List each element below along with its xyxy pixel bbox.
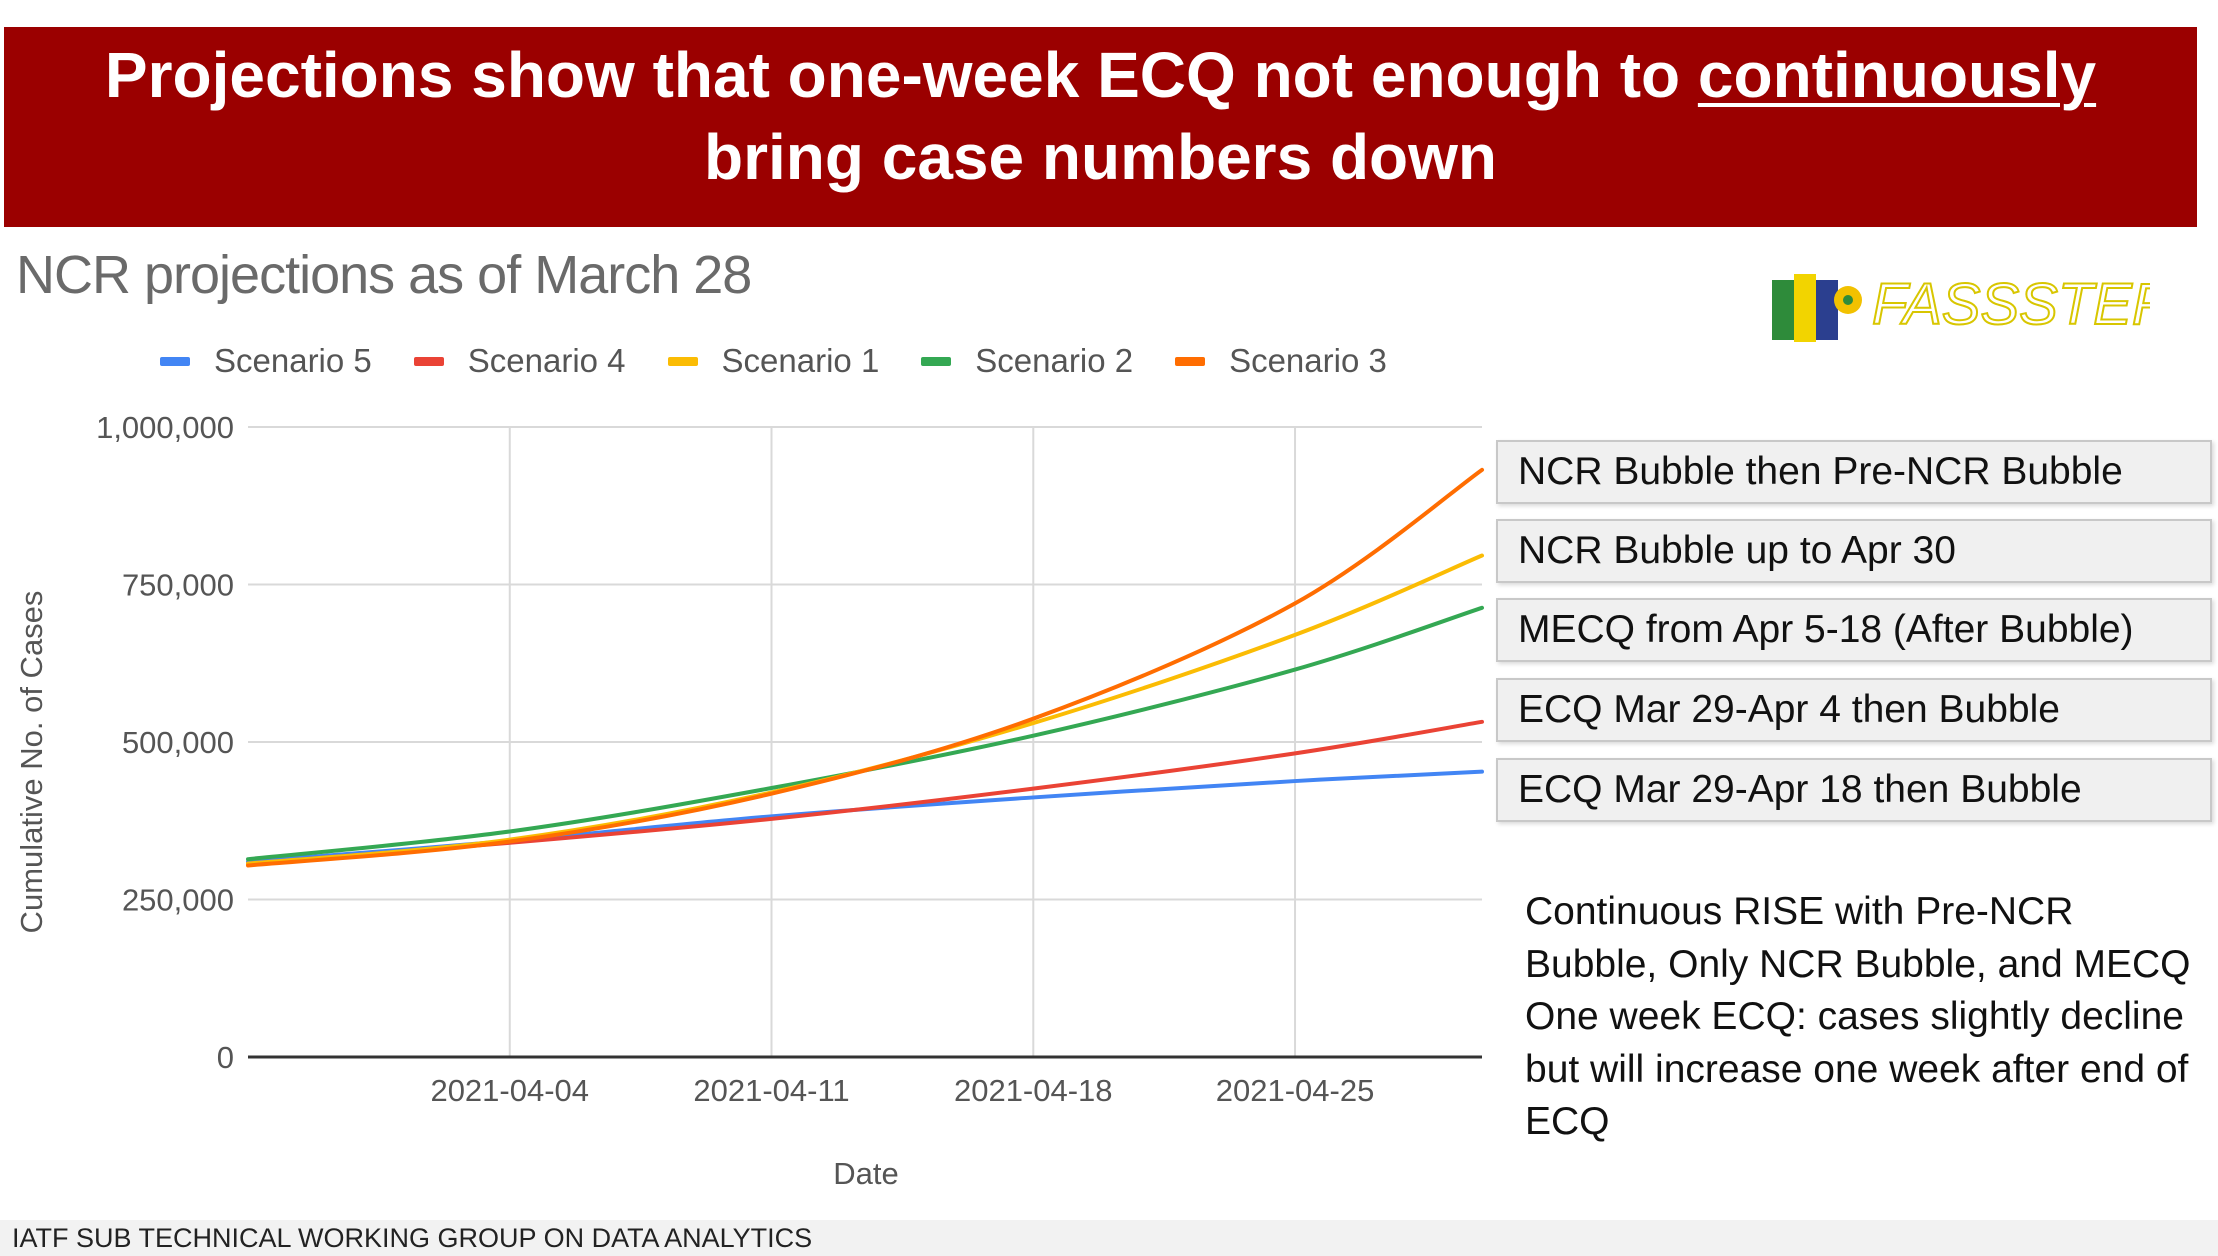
- logo-stripe-yellow: [1794, 274, 1816, 342]
- legend-label: Scenario 4: [467, 342, 626, 379]
- banner-line-1: Projections show that one-week ECQ not e…: [4, 34, 2197, 116]
- legend-label: Scenario 5: [214, 342, 372, 379]
- y-tick-label: 250,000: [122, 883, 234, 918]
- legend-label: Scenario 1: [721, 342, 880, 379]
- chart-series: [246, 467, 1484, 868]
- commentary-note: Continuous RISE with Pre-NCR Bubble, Onl…: [1525, 886, 2205, 1149]
- title-banner: Projections show that one-week ECQ not e…: [4, 27, 2197, 227]
- fassster-logo: FASSSTER: [1772, 271, 2150, 342]
- logo-stripe-blue: [1816, 280, 1838, 340]
- series-line-scenario-3: [246, 467, 1484, 868]
- chart-title: NCR projections as of March 28: [16, 245, 752, 305]
- chart-grid: [248, 426, 1482, 1057]
- x-axis-label: Date: [833, 1156, 898, 1191]
- legend-label: Scenario 2: [975, 342, 1134, 379]
- banner-text-prefix: Projections show that one-week ECQ not e…: [104, 39, 1698, 111]
- legend-swatch: [1175, 356, 1206, 366]
- footer-credit: IATF SUB TECHNICAL WORKING GROUP ON DATA…: [0, 1220, 2218, 1256]
- legend-item: Scenario 4: [413, 342, 626, 380]
- legend-item: Scenario 3: [1175, 342, 1387, 380]
- scenario-label-box: ECQ Mar 29-Apr 4 then Bubble: [1496, 678, 2212, 742]
- series-line-scenario-2: [246, 605, 1484, 862]
- logo-wordmark: FASSSTER: [1872, 272, 2150, 337]
- banner-line-2: bring case numbers down: [703, 121, 1498, 193]
- y-axis-label: Cumulative No. of Cases: [14, 591, 49, 934]
- scenario-label-box: NCR Bubble then Pre-NCR Bubble: [1496, 440, 2212, 504]
- legend-item: Scenario 2: [921, 342, 1133, 380]
- note-paragraph: Continuous RISE with Pre-NCR Bubble, Onl…: [1525, 890, 2191, 986]
- legend-label: Scenario 3: [1229, 342, 1387, 379]
- y-tick-label: 500,000: [122, 725, 234, 760]
- chart-axes: 0 250,000 500,000 750,000 1,000,000 2021-04-0…: [96, 410, 1482, 1108]
- legend-item: Scenario 1: [667, 342, 880, 380]
- y-tick-label: 1,000,000: [96, 410, 234, 445]
- legend-swatch: [413, 356, 444, 366]
- y-tick-label: 0: [217, 1040, 234, 1075]
- x-tick-label: 2021-04-04: [430, 1073, 589, 1108]
- x-tick-label: 2021-04-11: [693, 1073, 849, 1108]
- logo-pin-dot: [1843, 295, 1853, 305]
- legend-swatch: [921, 356, 952, 366]
- scenario-label-box: NCR Bubble up to Apr 30: [1496, 519, 2212, 583]
- chart-legend: Scenario 5 Scenario 4 Scenario 1 Scenario 2…: [160, 336, 1429, 386]
- scenario-label-box: ECQ Mar 29-Apr 18 then Bubble: [1496, 758, 2212, 822]
- x-tick-label: 2021-04-25: [1216, 1073, 1375, 1108]
- legend-swatch: [160, 356, 190, 366]
- banner-underlined-word: continuously: [1697, 39, 2097, 111]
- logo-stripe-green: [1772, 280, 1794, 340]
- x-tick-label: 2021-04-18: [954, 1073, 1113, 1108]
- scenario-label-box: MECQ from Apr 5-18 (After Bubble): [1496, 598, 2212, 662]
- legend-swatch: [667, 356, 698, 366]
- legend-item: Scenario 5: [160, 342, 372, 380]
- y-tick-label: 750,000: [122, 568, 234, 603]
- line-chart: 0 250,000 500,000 750,000 1,000,000 2021-04-0…: [14, 410, 1484, 1191]
- note-paragraph: One week ECQ: cases slightly decline but…: [1525, 995, 2189, 1143]
